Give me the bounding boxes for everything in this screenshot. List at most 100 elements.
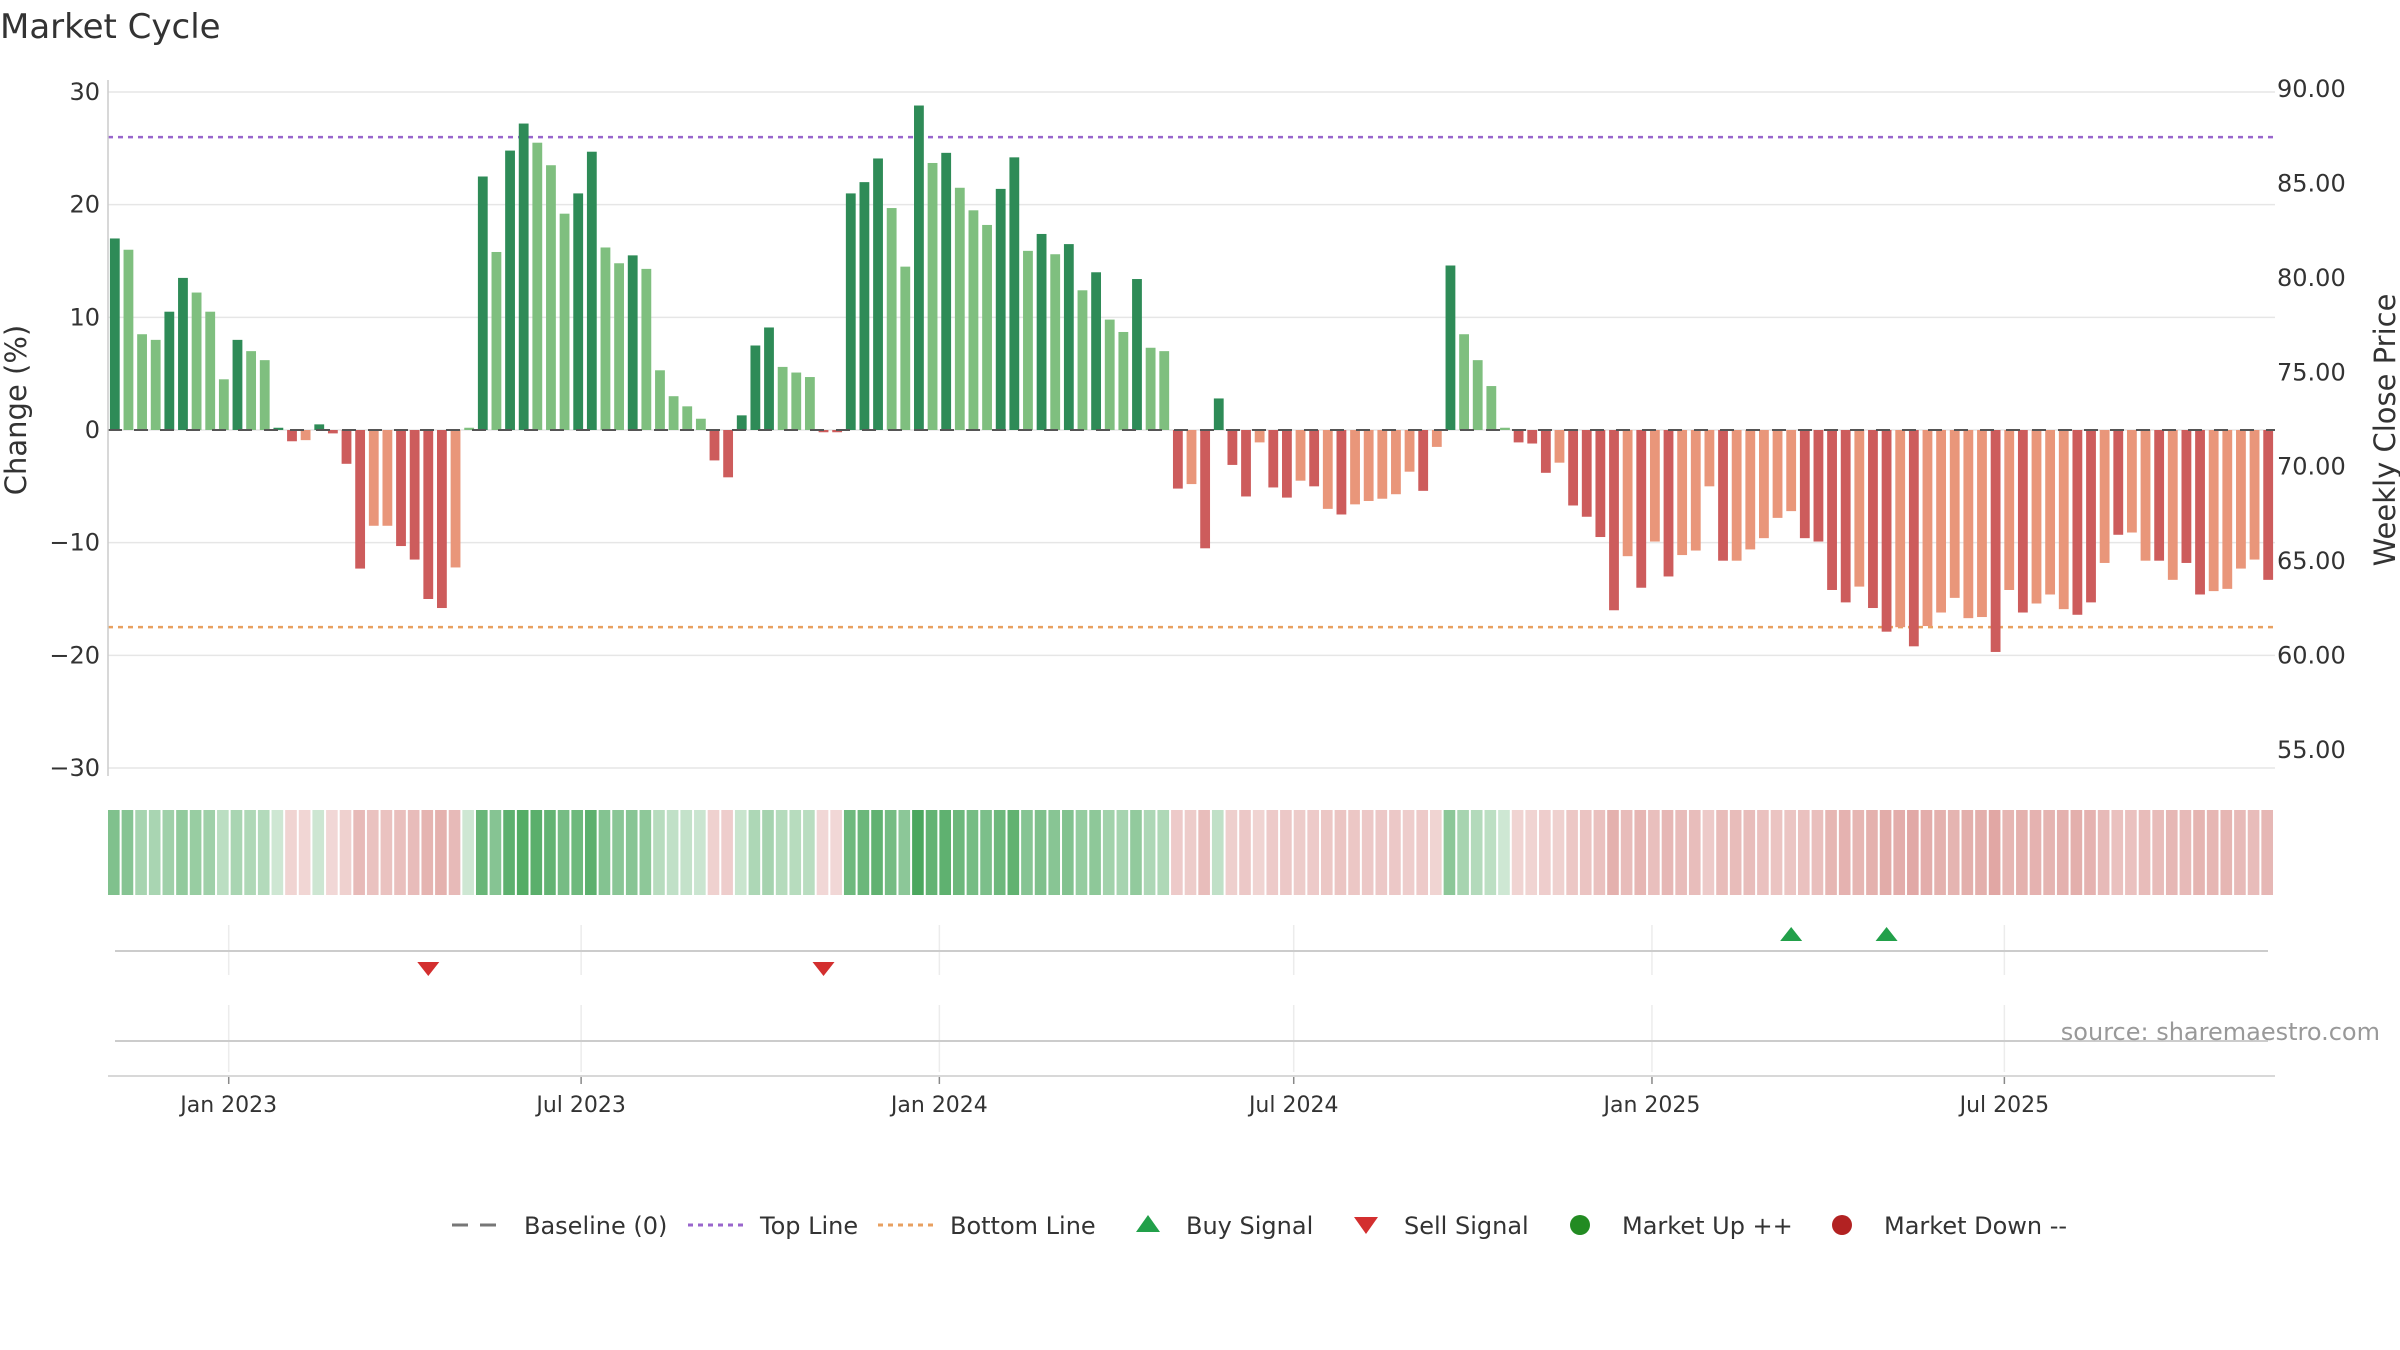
heat-cell bbox=[1457, 810, 1469, 895]
heat-cell bbox=[1907, 810, 1919, 895]
bar bbox=[559, 213, 570, 430]
legend-label: Market Up ++ bbox=[1622, 1212, 1793, 1240]
heat-cell bbox=[666, 810, 679, 895]
right-tick-label: 60.00 bbox=[2277, 642, 2346, 670]
bar bbox=[1595, 430, 1606, 538]
heat-cell bbox=[898, 810, 911, 895]
buy-signal-marker bbox=[1875, 927, 1898, 941]
bar bbox=[477, 176, 488, 430]
bar bbox=[2099, 430, 2110, 563]
heat-cell bbox=[1688, 810, 1701, 895]
bar bbox=[2004, 430, 2015, 590]
heat-cell bbox=[489, 810, 502, 895]
heat-cell bbox=[1239, 810, 1251, 895]
heat-cell bbox=[1361, 810, 1374, 895]
bar bbox=[600, 247, 611, 430]
heat-cell bbox=[816, 810, 829, 895]
bar bbox=[2195, 430, 2205, 595]
legend: Baseline (0) Top Line Bottom Line Buy Signa… bbox=[452, 1212, 2067, 1240]
bar bbox=[1336, 430, 1347, 515]
bar bbox=[1868, 430, 1878, 609]
bar bbox=[1459, 334, 1469, 430]
bar bbox=[437, 430, 447, 609]
heat-cell bbox=[1402, 810, 1415, 895]
heat-cell bbox=[244, 810, 256, 895]
x-tick-label: Jul 2025 bbox=[1958, 1093, 2050, 1118]
heat-cell bbox=[407, 810, 420, 895]
heat-cell bbox=[2056, 810, 2069, 895]
heat-cell bbox=[2029, 810, 2042, 895]
bar bbox=[954, 187, 965, 430]
heat-cell bbox=[435, 810, 447, 895]
heat-cell bbox=[2193, 810, 2205, 895]
heat-cell bbox=[980, 810, 992, 895]
bar bbox=[968, 210, 979, 430]
bar bbox=[1786, 430, 1797, 512]
heat-cell bbox=[1879, 810, 1892, 895]
heat-cell bbox=[271, 810, 284, 895]
bar bbox=[518, 123, 529, 431]
legend-label: Top Line bbox=[759, 1212, 858, 1240]
reference-lines bbox=[108, 135, 2275, 629]
bar bbox=[273, 427, 284, 430]
bar bbox=[2126, 430, 2137, 533]
heat-cell bbox=[1102, 810, 1115, 895]
heat-cell bbox=[966, 810, 979, 895]
heat-cell bbox=[557, 810, 570, 895]
bar bbox=[546, 165, 556, 430]
legend-item-mdown: Market Down -- bbox=[1832, 1212, 2067, 1240]
heat-cell bbox=[1348, 810, 1360, 895]
bar bbox=[1568, 430, 1579, 506]
bar bbox=[982, 224, 992, 430]
bar bbox=[205, 311, 216, 430]
bar bbox=[2181, 430, 2192, 563]
heat-cell bbox=[1389, 810, 1401, 895]
bar bbox=[2263, 430, 2274, 580]
heat-cell bbox=[1171, 810, 1183, 895]
x-tick-label: Jul 2024 bbox=[1247, 1093, 1339, 1118]
heat-cell bbox=[2152, 810, 2164, 895]
heat-cell bbox=[1143, 810, 1156, 895]
left-tick-label: 20 bbox=[69, 191, 100, 219]
bar bbox=[259, 360, 270, 430]
heat-cell bbox=[1838, 810, 1851, 895]
bar bbox=[2113, 430, 2124, 535]
heat-cell bbox=[1525, 810, 1538, 895]
bar bbox=[191, 292, 202, 430]
heat-cell bbox=[993, 810, 1006, 895]
heat-cell bbox=[625, 810, 638, 895]
bar bbox=[1840, 430, 1851, 603]
heat-cell bbox=[2084, 810, 2096, 895]
heat-cell bbox=[298, 810, 311, 895]
bar bbox=[1023, 250, 1033, 430]
bar bbox=[1050, 254, 1061, 430]
left-axis-label: Change (%) bbox=[0, 325, 33, 495]
heat-cell bbox=[1593, 810, 1606, 895]
heat-cell bbox=[748, 810, 761, 895]
bar bbox=[1609, 430, 1619, 611]
bar bbox=[2140, 430, 2151, 561]
bar bbox=[396, 430, 406, 547]
heat-cell bbox=[2234, 810, 2246, 895]
heat-cell bbox=[189, 810, 202, 895]
heat-cell bbox=[135, 810, 147, 895]
heat-cell bbox=[503, 810, 515, 895]
left-tick-label: −30 bbox=[49, 754, 100, 782]
bar bbox=[695, 418, 706, 430]
bar bbox=[1636, 430, 1647, 588]
bar bbox=[2058, 430, 2069, 610]
heat-cell bbox=[366, 810, 379, 895]
left-tick-label: 30 bbox=[69, 78, 100, 106]
bar bbox=[1009, 157, 1020, 430]
bar bbox=[804, 377, 815, 430]
bar bbox=[1500, 427, 1510, 430]
bar bbox=[1418, 430, 1429, 491]
heat-cell bbox=[1211, 810, 1224, 895]
heat-cell bbox=[884, 810, 897, 895]
bar bbox=[109, 238, 120, 430]
heat-cell bbox=[1375, 810, 1388, 895]
heat-cell bbox=[1116, 810, 1129, 895]
bar bbox=[1799, 430, 1810, 539]
heat-cell bbox=[162, 810, 175, 895]
heat-cell bbox=[612, 810, 624, 895]
